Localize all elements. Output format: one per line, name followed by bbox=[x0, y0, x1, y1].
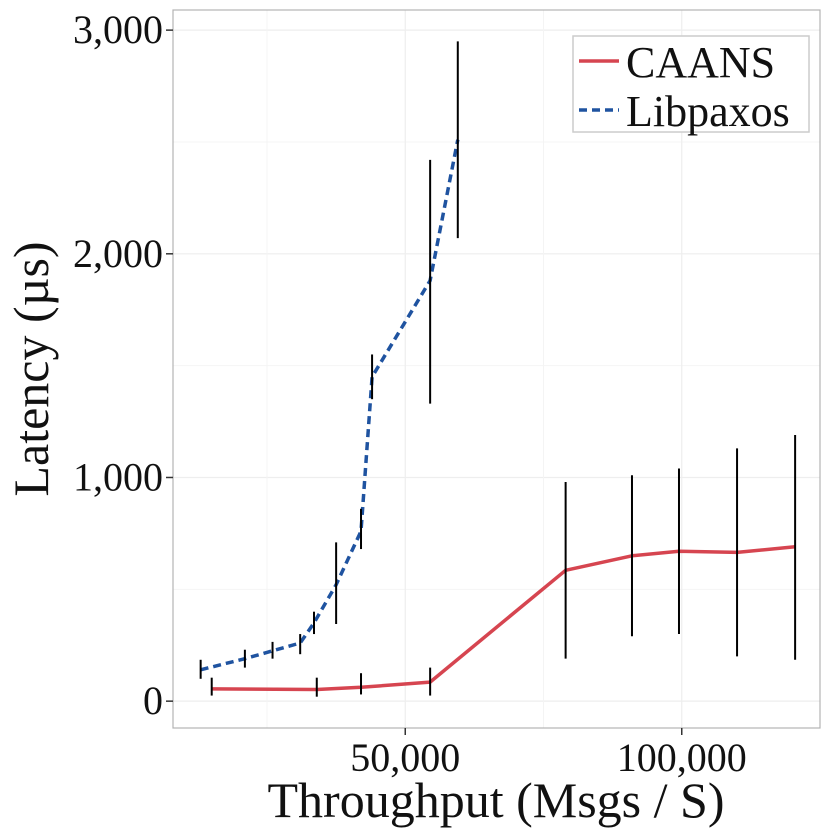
legend-label-libpaxos: Libpaxos bbox=[626, 87, 790, 136]
axes: 0 1,000 2,000 3,000 50,000 100,000 bbox=[73, 7, 747, 780]
x-axis-title: Throughput (Msgs / S) bbox=[268, 772, 725, 828]
y-tick-label: 0 bbox=[143, 678, 163, 723]
series-line-libpaxos bbox=[200, 139, 460, 672]
error-bars bbox=[199, 41, 797, 697]
legend-label-caans: CAANS bbox=[626, 38, 775, 87]
legend-box bbox=[572, 35, 810, 133]
x-tick-label: 100,000 bbox=[617, 735, 747, 780]
grid-lines bbox=[173, 10, 820, 728]
y-tick-label: 3,000 bbox=[73, 7, 163, 52]
x-tick-label: 50,000 bbox=[350, 735, 460, 780]
y-axis-title: Latency (µs) bbox=[3, 241, 59, 496]
y-tick-label: 2,000 bbox=[73, 231, 163, 276]
legend: CAANS Libpaxos bbox=[572, 35, 810, 136]
plot-border bbox=[172, 9, 821, 729]
y-tick-label: 1,000 bbox=[73, 454, 163, 499]
